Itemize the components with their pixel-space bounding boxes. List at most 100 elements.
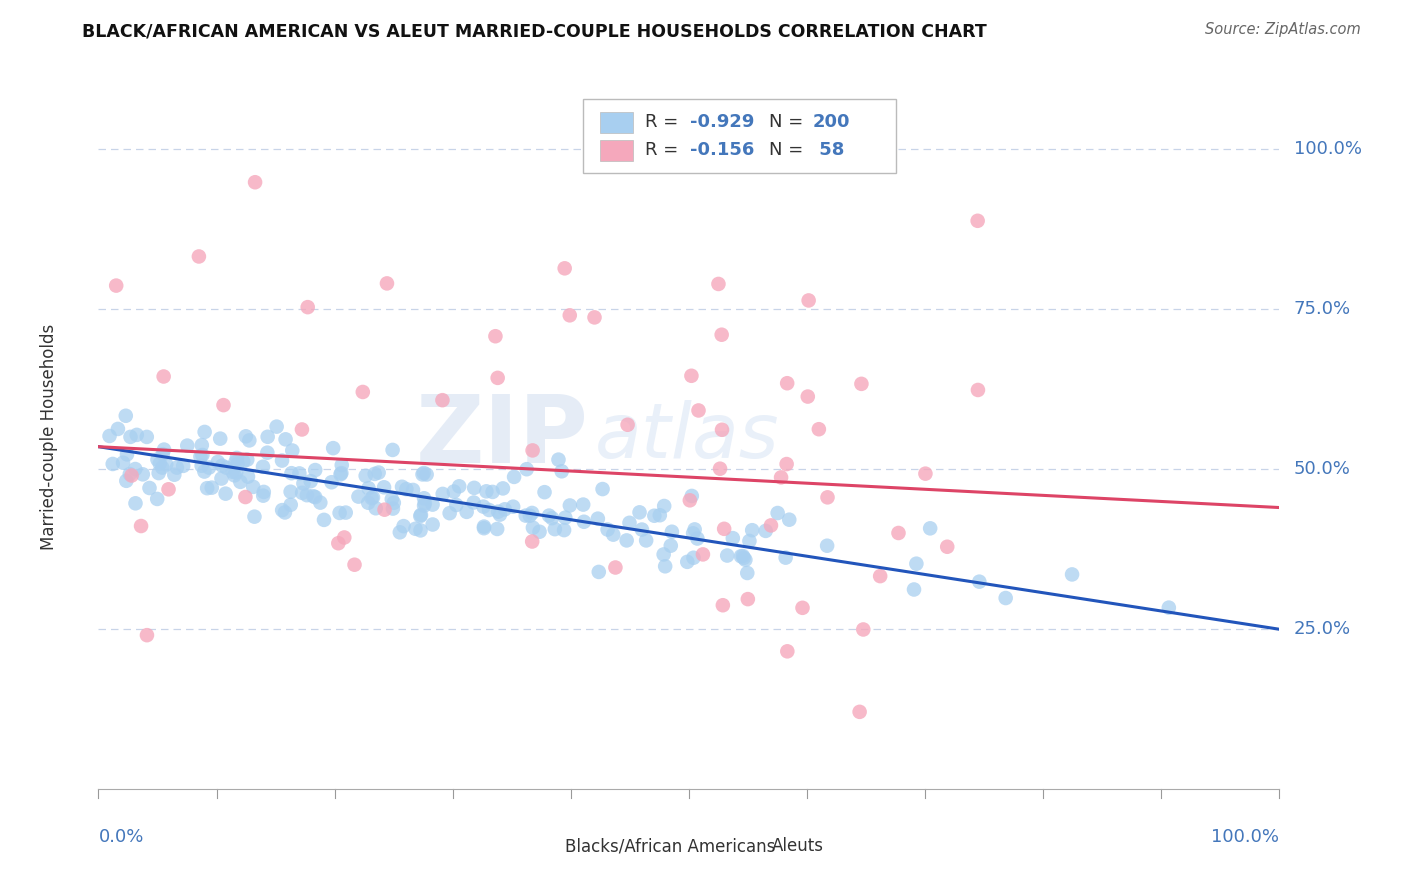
Point (686, 532, 709, 546)
Point (357, 496, 380, 510)
Point (484, 329, 506, 343)
Point (132, 467, 155, 482)
Text: 50.0%: 50.0% (1294, 460, 1351, 478)
Point (643, 508, 665, 523)
Point (312, 513, 335, 527)
Point (533, 485, 555, 500)
Point (329, 467, 352, 482)
Point (520, 506, 543, 520)
Point (759, 518, 782, 533)
Point (288, 467, 311, 481)
Point (391, 480, 413, 494)
Point (152, 447, 174, 461)
Point (936, 540, 959, 554)
Point (221, 465, 243, 479)
Point (449, 479, 471, 493)
Point (120, 430, 142, 444)
Text: atlas: atlas (595, 401, 779, 474)
Point (153, 442, 176, 457)
Point (443, 484, 465, 499)
Point (291, 422, 314, 436)
Point (737, 592, 759, 607)
Point (115, 474, 138, 488)
Point (409, 508, 432, 522)
Point (439, 506, 461, 520)
Point (232, 454, 254, 468)
Point (357, 481, 380, 495)
Point (648, 508, 671, 523)
Text: 25.0%: 25.0% (1294, 620, 1351, 639)
Point (766, 506, 789, 520)
Point (588, 565, 610, 579)
Point (382, 496, 405, 510)
Point (373, 502, 395, 516)
Point (291, 485, 314, 500)
Point (388, 525, 411, 540)
Point (738, 533, 761, 548)
Point (967, 383, 990, 397)
Point (152, 369, 174, 384)
Text: Married-couple Households: Married-couple Households (39, 324, 58, 550)
Point (969, 574, 991, 589)
Point (682, 526, 704, 541)
Point (195, 481, 218, 495)
Point (502, 500, 524, 514)
Point (797, 390, 820, 404)
Point (236, 452, 259, 467)
Text: BLACK/AFRICAN AMERICAN VS ALEUT MARRIED-COUPLE HOUSEHOLDS CORRELATION CHART: BLACK/AFRICAN AMERICAN VS ALEUT MARRIED-… (82, 22, 986, 40)
Point (360, 491, 382, 505)
Point (492, 482, 515, 496)
Point (681, 368, 703, 383)
Point (463, 481, 485, 495)
Point (207, 455, 229, 469)
Point (209, 432, 232, 446)
Point (146, 452, 169, 467)
Point (478, 503, 501, 517)
Text: N =: N = (769, 141, 810, 160)
Point (321, 475, 343, 490)
Point (361, 491, 384, 505)
Point (734, 553, 756, 567)
Point (456, 505, 478, 519)
Text: R =: R = (645, 141, 685, 160)
Point (815, 539, 838, 553)
Point (851, 376, 873, 391)
Point (554, 261, 576, 276)
Point (198, 460, 221, 475)
Point (869, 569, 891, 583)
Point (256, 445, 278, 459)
Point (114, 409, 136, 423)
Point (776, 376, 799, 391)
Point (214, 486, 236, 500)
Point (551, 464, 574, 478)
Point (920, 521, 942, 535)
Point (652, 499, 675, 513)
Point (271, 453, 294, 467)
Point (118, 467, 141, 481)
Point (395, 482, 418, 496)
Point (905, 557, 928, 571)
Point (146, 491, 169, 506)
Point (155, 458, 177, 472)
Point (775, 457, 797, 471)
Text: Blacks/African Americans: Blacks/African Americans (565, 838, 775, 855)
Point (297, 300, 319, 314)
Point (586, 511, 609, 525)
Point (224, 468, 246, 483)
Point (602, 527, 624, 541)
Point (721, 531, 744, 545)
Point (966, 214, 988, 228)
Text: -0.929: -0.929 (690, 113, 755, 131)
Point (522, 443, 544, 458)
Point (322, 441, 344, 455)
Point (163, 467, 186, 482)
Point (107, 422, 129, 436)
Point (558, 308, 581, 322)
Point (770, 470, 793, 484)
Point (125, 428, 148, 442)
Point (242, 480, 264, 494)
Point (413, 491, 436, 506)
Point (402, 483, 425, 497)
Point (187, 250, 209, 264)
Point (193, 465, 215, 479)
